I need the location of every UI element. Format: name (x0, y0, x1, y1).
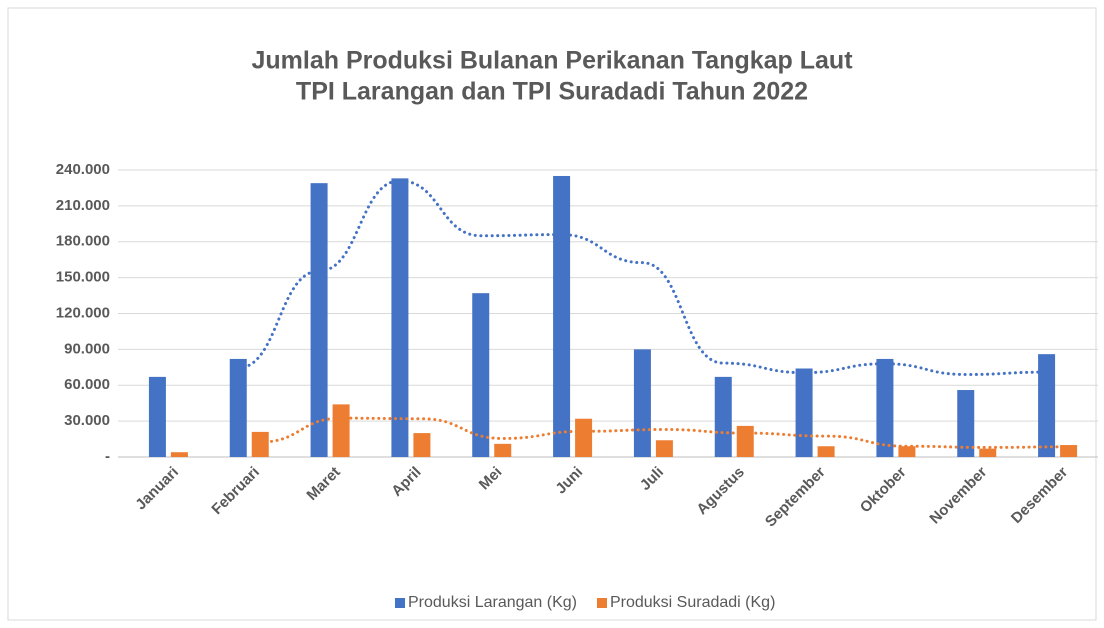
y-tick-label: - (105, 448, 110, 465)
bar (170, 452, 188, 457)
bar (575, 418, 593, 457)
trendline (236, 179, 1049, 376)
bar (736, 425, 754, 457)
trendline (258, 416, 1071, 449)
y-tick-label: 150.000 (56, 269, 110, 286)
y-tick-label: 240.000 (56, 161, 110, 178)
y-tick-label: 210.000 (56, 197, 110, 214)
bar (332, 404, 350, 457)
y-tick-label: 120.000 (56, 304, 110, 321)
y-tick-label: 90.000 (64, 340, 110, 357)
bar (310, 183, 328, 457)
y-tick-label: 60.000 (64, 376, 110, 393)
bar (655, 440, 673, 457)
bar (795, 368, 813, 457)
bar (817, 446, 835, 457)
legend-swatch (395, 598, 405, 608)
y-tick-label: 180.000 (56, 233, 110, 250)
bar (494, 443, 512, 457)
bar (979, 448, 997, 457)
chart-title: Jumlah Produksi Bulanan Perikanan Tangka… (251, 47, 853, 75)
legend-swatch (596, 598, 607, 608)
bar (229, 358, 247, 457)
bar (553, 175, 571, 457)
bar (957, 390, 975, 457)
bar (1038, 354, 1056, 457)
bar (876, 358, 894, 457)
bar (472, 293, 490, 457)
bar (391, 178, 409, 457)
y-tick-label: 30.000 (64, 412, 110, 429)
bar (148, 376, 166, 457)
bar (251, 431, 269, 457)
legend-label: Produksi Larangan (Kg) (408, 594, 577, 611)
legend-label: Produksi Suradadi (Kg) (610, 594, 775, 611)
chart-title: TPI Larangan dan TPI Suradadi Tahun 2022 (296, 78, 808, 106)
bar (898, 446, 916, 457)
bar (1060, 445, 1078, 457)
bar (633, 349, 651, 457)
bar (714, 376, 732, 457)
bar (413, 433, 431, 457)
